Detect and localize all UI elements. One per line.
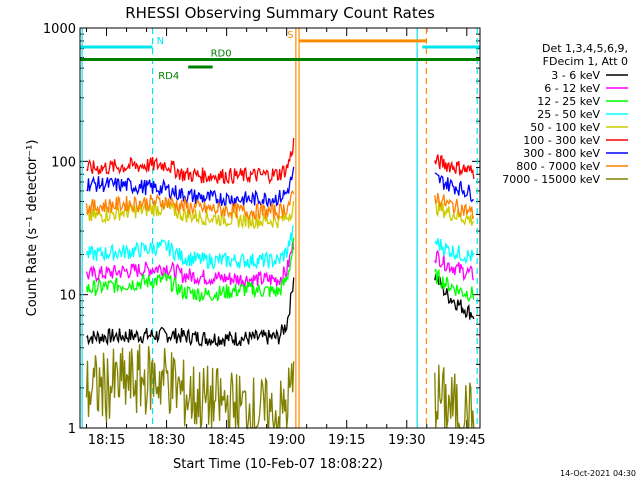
flag-label: S [287,30,293,41]
x-axis-label: Start Time (10-Feb-07 18:08:22) [173,457,383,472]
legend-header: FDecim 1, Att 0 [543,55,628,68]
x-tick-label: 18:30 [148,433,185,448]
x-tick-label: 19:45 [448,433,485,448]
legend-entry-label: 300 - 800 keV [523,147,600,160]
legend-entry-label: 800 - 7000 keV [516,160,600,173]
series-line [85,225,475,270]
legend-entry-label: 100 - 300 keV [523,134,600,147]
legend-entry-label: 50 - 100 keV [530,121,600,134]
flag-label: N [157,36,164,47]
series-line [85,237,475,303]
series-line [85,190,475,221]
legend-entry-label: 3 - 6 keV [551,69,600,82]
x-tick-label: 18:15 [88,433,125,448]
flag-label: RD0 [211,49,232,60]
plot-area: 18:15 18:30 18:45 19:00 19:15 19:30 19:45 1 10 10… [43,22,486,448]
y-tick-label: 10 [59,289,76,304]
series-line [85,344,475,431]
legend-entry-label: 7000 - 15000 keV [502,173,600,186]
x-tick-label: 19:30 [388,433,425,448]
y-tick-label: 100 [51,155,76,170]
series-line [85,241,475,288]
legend-header: Det 1,3,4,5,6,9, [542,42,628,55]
timestamp: 14-Oct-2021 04:30 [560,469,636,478]
series-line [86,166,474,209]
plot-frame [79,27,481,429]
x-tick-label: 18:45 [208,433,245,448]
x-tick-label: 19:00 [268,433,305,448]
series-line [86,274,475,347]
legend-entry-label: 6 - 12 keV [544,82,600,95]
legend-entry-label: 25 - 50 keV [537,108,600,121]
y-tick-label: 1000 [43,22,76,37]
y-tick-label: 1 [68,422,76,437]
chart-title: RHESSI Observing Summary Count Rates [125,4,435,22]
flag-label: RD4 [158,71,179,82]
series-line [85,200,475,230]
series-line [86,137,475,185]
legend: Det 1,3,4,5,6,9,FDecim 1, Att 03 - 6 keV… [502,42,628,186]
legend-entry-label: 12 - 25 keV [537,95,600,108]
x-tick-label: 19:15 [328,433,365,448]
y-axis-label: Count Rate (s⁻¹ detector⁻¹) [25,140,40,317]
